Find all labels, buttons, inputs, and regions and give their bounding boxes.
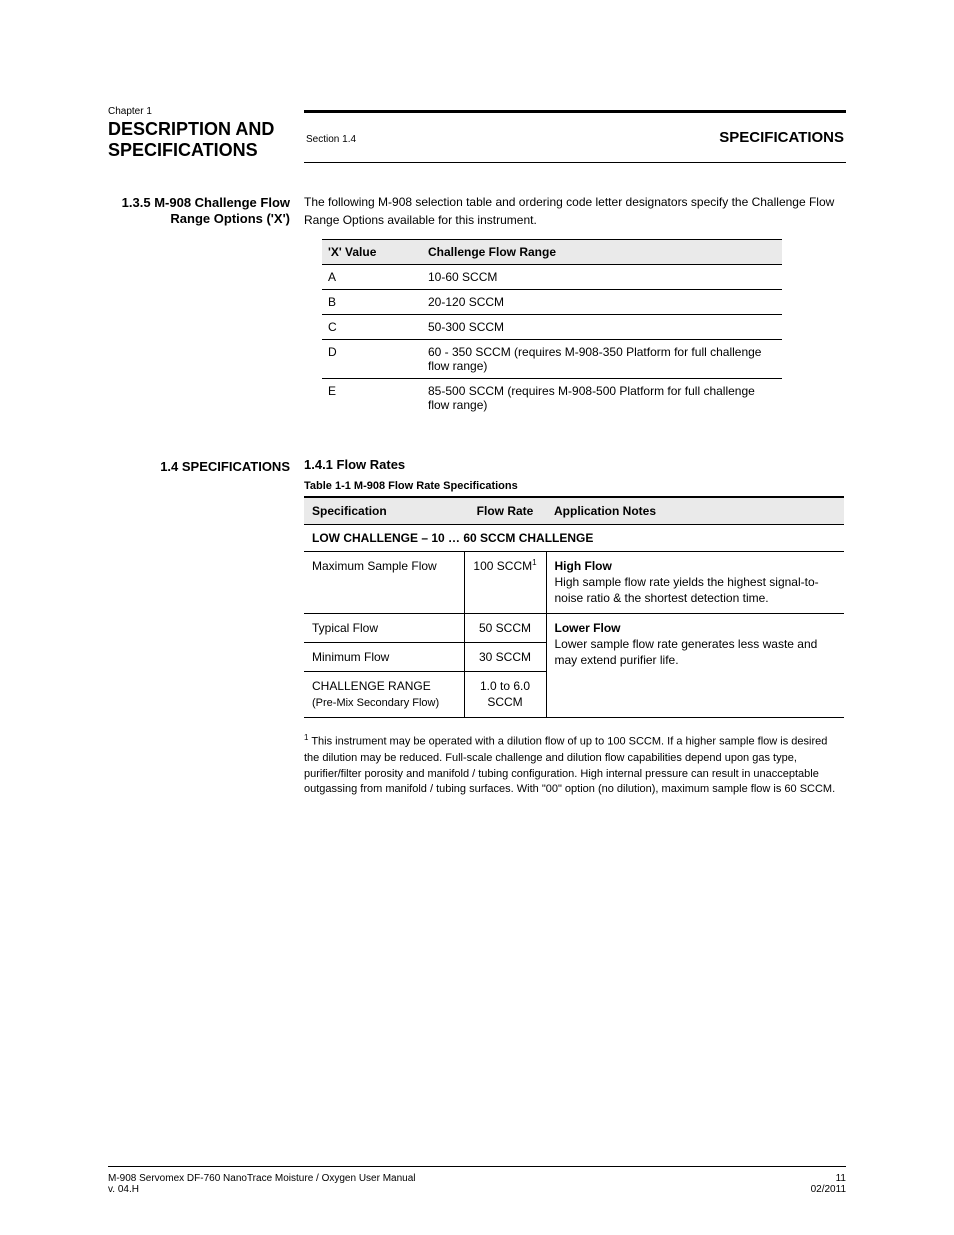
spec-merged-note-body: Lower sample flow rate generates less wa… <box>555 637 818 667</box>
challenge-row-e-x: E <box>322 379 422 418</box>
challenge-table: 'X' Value Challenge Flow Range A 10-60 S… <box>322 239 782 417</box>
spec-heading-left: 1.4 SPECIFICATIONS <box>108 457 304 718</box>
spec-row1-unit-text: 100 SCCM <box>473 559 532 573</box>
page: Chapter 1 DESCRIPTION AND SPECIFICATIONS… <box>0 0 954 1235</box>
spec-row4-spec-main: CHALLENGE RANGE <box>312 679 431 693</box>
challenge-row-d-range: 60 - 350 SCCM (requires M-908-350 Platfo… <box>422 340 782 379</box>
challenge-row-c-range: 50-300 SCCM <box>422 315 782 340</box>
header-right: Section 1.4 SPECIFICATIONS <box>304 106 846 171</box>
footnote-body: This instrument may be operated with a d… <box>304 736 835 796</box>
header-rule-bottom <box>304 162 846 163</box>
spec-merged-note-title: Lower Flow <box>555 621 621 635</box>
challenge-col-range: Challenge Flow Range <box>422 240 782 265</box>
challenge-section: 1.3.5 M-908 Challenge Flow Range Options… <box>108 193 846 417</box>
spec-row1-spec: Maximum Sample Flow <box>304 552 464 614</box>
challenge-intro: The following M-908 selection table and … <box>304 193 846 229</box>
section-number: Section 1.4 <box>306 134 356 145</box>
spec-section: 1.4 SPECIFICATIONS 1.4.1 Flow Rates Tabl… <box>108 457 846 718</box>
spec-subheading: 1.4.1 Flow Rates <box>304 457 846 472</box>
page-footer: M-908 Servomex DF-760 NanoTrace Moisture… <box>108 1166 846 1195</box>
spec-table-wrap: Table 1-1 M-908 Flow Rate Specifications… <box>304 480 844 718</box>
spec-row2-spec: Typical Flow <box>304 613 464 642</box>
spec-row1-notes: High Flow High sample flow rate yields t… <box>546 552 844 614</box>
footer-page-num: 11 <box>836 1173 846 1184</box>
challenge-row-d-x: D <box>322 340 422 379</box>
spec-row3-unit: 30 SCCM <box>464 642 546 671</box>
spec-row4-spec: CHALLENGE RANGE (Pre-Mix Secondary Flow) <box>304 671 464 717</box>
challenge-row-a-x: A <box>322 265 422 290</box>
spec-row3-spec: Minimum Flow <box>304 642 464 671</box>
spec-group-low: LOW CHALLENGE – 10 … 60 SCCM CHALLENGE <box>304 525 844 552</box>
challenge-body: The following M-908 selection table and … <box>304 193 846 417</box>
spec-row4-unit: 1.0 to 6.0 SCCM <box>464 671 546 717</box>
spec-col-spec: Specification <box>304 497 464 525</box>
spec-row1-foot: 1 <box>532 558 536 567</box>
challenge-col-x: 'X' Value <box>322 240 422 265</box>
footer-left: M-908 Servomex DF-760 NanoTrace Moisture… <box>108 1173 416 1195</box>
challenge-heading: 1.3.5 M-908 Challenge Flow Range Options… <box>108 193 304 417</box>
footnote-block: 1 This instrument may be operated with a… <box>304 732 844 798</box>
challenge-row-e-range: 85-500 SCCM (requires M-908-500 Platform… <box>422 379 782 418</box>
section-title: SPECIFICATIONS <box>719 129 844 146</box>
spec-caption: Table 1-1 M-908 Flow Rate Specifications <box>304 480 844 492</box>
spec-merged-notes: Lower Flow Lower sample flow rate genera… <box>546 613 844 717</box>
spec-row1-note-body: High sample flow rate yields the highest… <box>555 575 819 605</box>
footnote-text: 1 This instrument may be operated with a… <box>304 732 844 798</box>
footer-right: 11 02/2011 <box>811 1173 846 1195</box>
spec-col-notes: Application Notes <box>546 497 844 525</box>
challenge-row-c-x: C <box>322 315 422 340</box>
footer-date: 02/2011 <box>811 1184 846 1195</box>
challenge-row-b-x: B <box>322 290 422 315</box>
challenge-row-a-range: 10-60 SCCM <box>422 265 782 290</box>
spec-body: 1.4.1 Flow Rates Table 1-1 M-908 Flow Ra… <box>304 457 846 718</box>
header-left: Chapter 1 DESCRIPTION AND SPECIFICATIONS <box>108 106 304 171</box>
spec-row4-spec-sub: (Pre-Mix Secondary Flow) <box>312 697 439 709</box>
spec-row2-unit: 50 SCCM <box>464 613 546 642</box>
chapter-number: Chapter 1 <box>108 106 304 117</box>
spec-col-rate: Flow Rate <box>464 497 546 525</box>
footnote-marker: 1 <box>304 733 308 742</box>
page-header: Chapter 1 DESCRIPTION AND SPECIFICATIONS… <box>108 106 846 171</box>
chapter-title: DESCRIPTION AND SPECIFICATIONS <box>108 119 304 161</box>
spec-row1-note-title: High Flow <box>555 559 612 573</box>
challenge-row-b-range: 20-120 SCCM <box>422 290 782 315</box>
spec-table: Specification Flow Rate Application Note… <box>304 496 844 718</box>
footer-doc-title: M-908 Servomex DF-760 NanoTrace Moisture… <box>108 1173 416 1184</box>
spec-row1-unit: 100 SCCM1 <box>464 552 546 614</box>
footer-version: v. 04.H <box>108 1184 139 1195</box>
